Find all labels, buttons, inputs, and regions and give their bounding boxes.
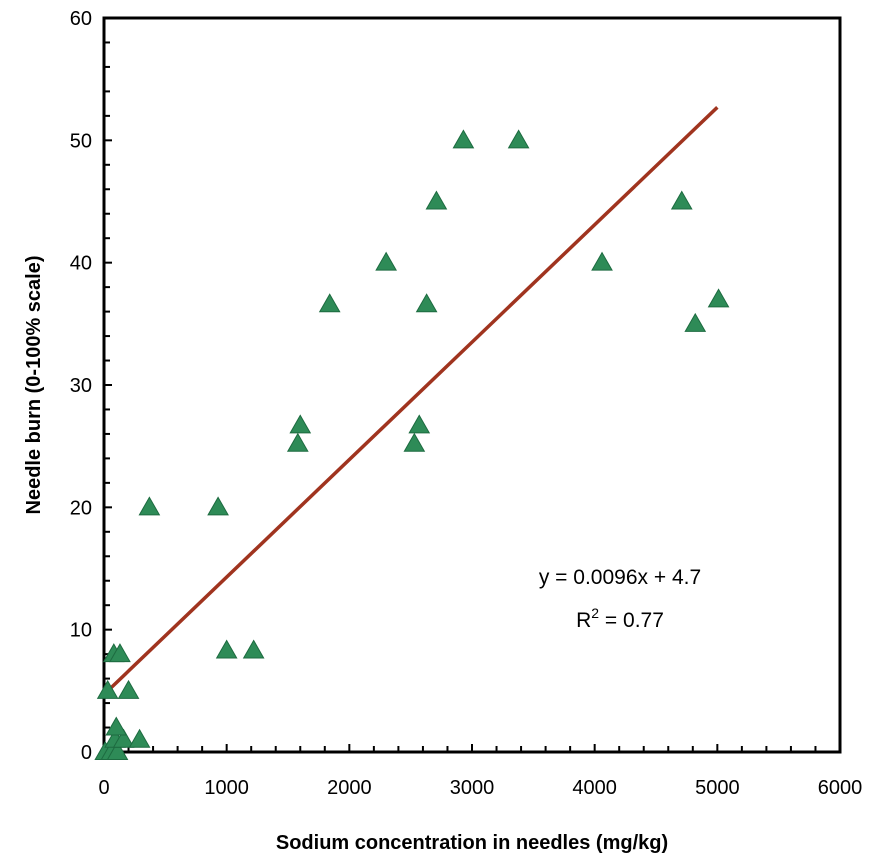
trendline xyxy=(102,106,719,696)
data-point-triangle xyxy=(128,728,151,748)
data-point-triangle xyxy=(403,432,426,452)
data-point-triangle xyxy=(112,728,135,748)
y-tick-label: 20 xyxy=(70,497,92,519)
y-tick-label: 60 xyxy=(70,8,92,30)
r-squared: R2 = 0.77 xyxy=(576,605,664,632)
y-tick-label: 50 xyxy=(70,130,92,152)
r-squared-value: = 0.77 xyxy=(599,609,664,632)
x-tick-labels: 0 1000 2000 3000 4000 5000 6000 xyxy=(98,777,862,799)
y-tick-label: 30 xyxy=(70,375,92,397)
data-point-triangle xyxy=(670,190,693,210)
x-tick-label: 3000 xyxy=(450,777,495,799)
plot-area-frame xyxy=(102,16,842,754)
y-tick-label: 0 xyxy=(81,742,92,764)
data-point-triangle xyxy=(415,293,438,313)
data-point-triangle xyxy=(375,251,397,271)
x-tick-label: 0 xyxy=(98,777,109,799)
data-point-triangle xyxy=(109,643,131,663)
x-tick-label: 5000 xyxy=(695,777,740,799)
data-point-triangle xyxy=(106,740,129,760)
data-point-triangle xyxy=(707,288,730,308)
data-point-triangle xyxy=(286,432,309,452)
data-point-triangle xyxy=(425,190,448,210)
y-tick-label: 40 xyxy=(70,253,92,275)
data-point-triangle xyxy=(591,251,613,271)
data-points xyxy=(94,129,730,760)
data-point-triangle xyxy=(452,129,475,149)
x-axis-title: Sodium concentration in needles (mg/kg) xyxy=(276,832,668,854)
x-tick-label: 6000 xyxy=(818,777,863,799)
y-tick-labels: 0 10 20 30 40 50 60 xyxy=(70,8,92,764)
x-tick-label: 2000 xyxy=(327,777,372,799)
minor-ticks xyxy=(103,17,841,753)
x-tick-label: 1000 xyxy=(204,777,249,799)
data-point-triangle xyxy=(289,414,312,434)
r-squared-superscript: 2 xyxy=(591,605,599,621)
r-squared-prefix: R xyxy=(576,609,591,632)
data-point-triangle xyxy=(684,312,707,332)
data-point-triangle xyxy=(117,679,140,699)
data-point-triangle xyxy=(215,639,238,659)
data-point-triangle xyxy=(507,129,530,149)
data-point-triangle xyxy=(96,679,119,699)
data-point-triangle xyxy=(242,639,265,659)
y-axis-title: Needle burn (0-100% scale) xyxy=(23,256,45,515)
trend-equation: y = 0.0096x + 4.7 xyxy=(539,566,701,589)
data-point-triangle xyxy=(138,496,161,516)
data-point-triangle xyxy=(207,496,229,516)
data-point-triangle xyxy=(408,414,431,434)
y-tick-label: 10 xyxy=(70,620,92,642)
data-point-triangle xyxy=(105,716,128,736)
x-tick-label: 4000 xyxy=(572,777,617,799)
data-point-triangle xyxy=(318,293,341,313)
